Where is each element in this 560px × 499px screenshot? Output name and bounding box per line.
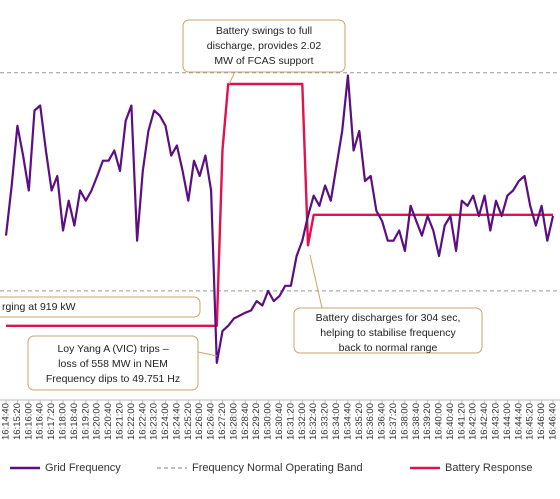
x-tick-label: 16:39:20: [422, 403, 433, 440]
x-tick-label: 16:25:20: [183, 403, 194, 440]
x-tick-label: 16:21:20: [114, 403, 125, 440]
x-tick-label: 16:30:00: [263, 403, 274, 440]
x-tick-label: 16:42:40: [479, 403, 490, 440]
x-tick-label: 16:20:00: [92, 403, 103, 440]
x-tick-label: 16:32:40: [308, 403, 319, 440]
x-tick-label: 16:18:00: [57, 403, 68, 440]
x-tick-label: 16:41:20: [456, 403, 467, 440]
x-tick-label: 16:26:40: [206, 403, 217, 440]
x-tick-label: 16:20:40: [103, 403, 114, 440]
annotation-text: loss of 558 MW in NEM: [58, 358, 168, 370]
annotation-box: [0, 296, 201, 318]
x-tick-label: 16:30:40: [274, 403, 285, 440]
annotations: [0, 19, 483, 391]
annotation-text: discharge, provides 2.02: [207, 40, 322, 52]
x-tick-label: 16:46:00: [536, 403, 547, 440]
x-tick-label: 16:40:40: [445, 403, 456, 440]
x-tick-label: 16:46:40: [548, 403, 559, 440]
leader: [197, 351, 218, 357]
legend: Grid Frequency Frequency Normal Operating…: [10, 462, 532, 474]
x-tick-label: 16:22:00: [126, 403, 137, 440]
x-tick-label: 16:35:20: [354, 403, 365, 440]
annotation-text: MW of FCAS support: [214, 55, 313, 67]
annotation-box: [293, 307, 483, 354]
series-line: [6, 82, 553, 327]
x-tick-label: 16:45:20: [525, 403, 536, 440]
annotation-text: Frequency dips to 49.751 Hz: [46, 373, 180, 385]
annotation-box: [27, 335, 199, 391]
x-tick-label: 16:16:00: [23, 403, 34, 440]
x-tick-label: 16:14:40: [1, 403, 12, 440]
annotation-box: [182, 19, 346, 73]
annotation-text: Battery discharges for 304 sec,: [316, 312, 461, 324]
x-tick-label: 16:44:40: [513, 403, 524, 440]
x-tick-label: 16:22:40: [137, 403, 148, 440]
legend-label: Frequency Normal Operating Band: [192, 462, 363, 474]
leader: [309, 254, 323, 309]
leader: [228, 71, 236, 85]
x-tick-label: 16:29:20: [251, 403, 262, 440]
x-tick-label: 16:27:20: [217, 403, 228, 440]
x-tick-label: 16:33:20: [320, 403, 331, 440]
annotation-text: helping to stabilise frequency: [320, 327, 456, 339]
annotation-text: Loy Yang A (VIC) trips –: [57, 343, 168, 355]
legend-label: Grid Frequency: [45, 462, 121, 474]
x-tick-label: 16:31:20: [285, 403, 296, 440]
x-tick-label: 16:40:00: [434, 403, 445, 440]
annotation-text: rging at 919 kW: [2, 301, 76, 313]
x-tick-label: 16:34:40: [342, 403, 353, 440]
plot-area: 16:14:40 16:15:20 16:16:00 16:16:40 16:17:20…: [0, 72, 560, 440]
x-tick-label: 16:28:40: [240, 403, 251, 440]
x-tick-label: 16:17:20: [46, 403, 57, 440]
x-tick-label: 16:34:00: [331, 403, 342, 440]
x-tick-label: 16:26:00: [194, 403, 205, 440]
x-tick-label: 16:23:20: [149, 403, 160, 440]
x-tick-label: 16:24:40: [171, 403, 182, 440]
x-tick-label: 16:43:20: [491, 403, 502, 440]
x-tick-label: 16:32:00: [297, 403, 308, 440]
x-tick-label: 16:38:00: [399, 403, 410, 440]
annotation-text: back to normal range: [339, 342, 438, 354]
x-tick-label: 16:16:40: [35, 403, 46, 440]
legend-label: Battery Response: [445, 462, 532, 474]
x-tick-label: 16:19:20: [80, 403, 91, 440]
x-tick-label: 16:15:20: [12, 403, 23, 440]
x-tick-label: 16:28:00: [228, 403, 239, 440]
annotation-text: Battery swings to full: [216, 25, 312, 37]
x-tick-label: 16:36:40: [377, 403, 388, 440]
x-tick-label: 16:24:00: [160, 403, 171, 440]
x-tick-label: 16:44:00: [502, 403, 513, 440]
x-tick-label: 16:18:40: [69, 403, 80, 440]
x-tick-label: 16:36:00: [365, 403, 376, 440]
x-tick-label: 16:37:20: [388, 403, 399, 440]
x-tick-label: 16:42:00: [468, 403, 479, 440]
x-tick-label: 16:38:40: [411, 403, 422, 440]
series-line: [4, 74, 555, 364]
